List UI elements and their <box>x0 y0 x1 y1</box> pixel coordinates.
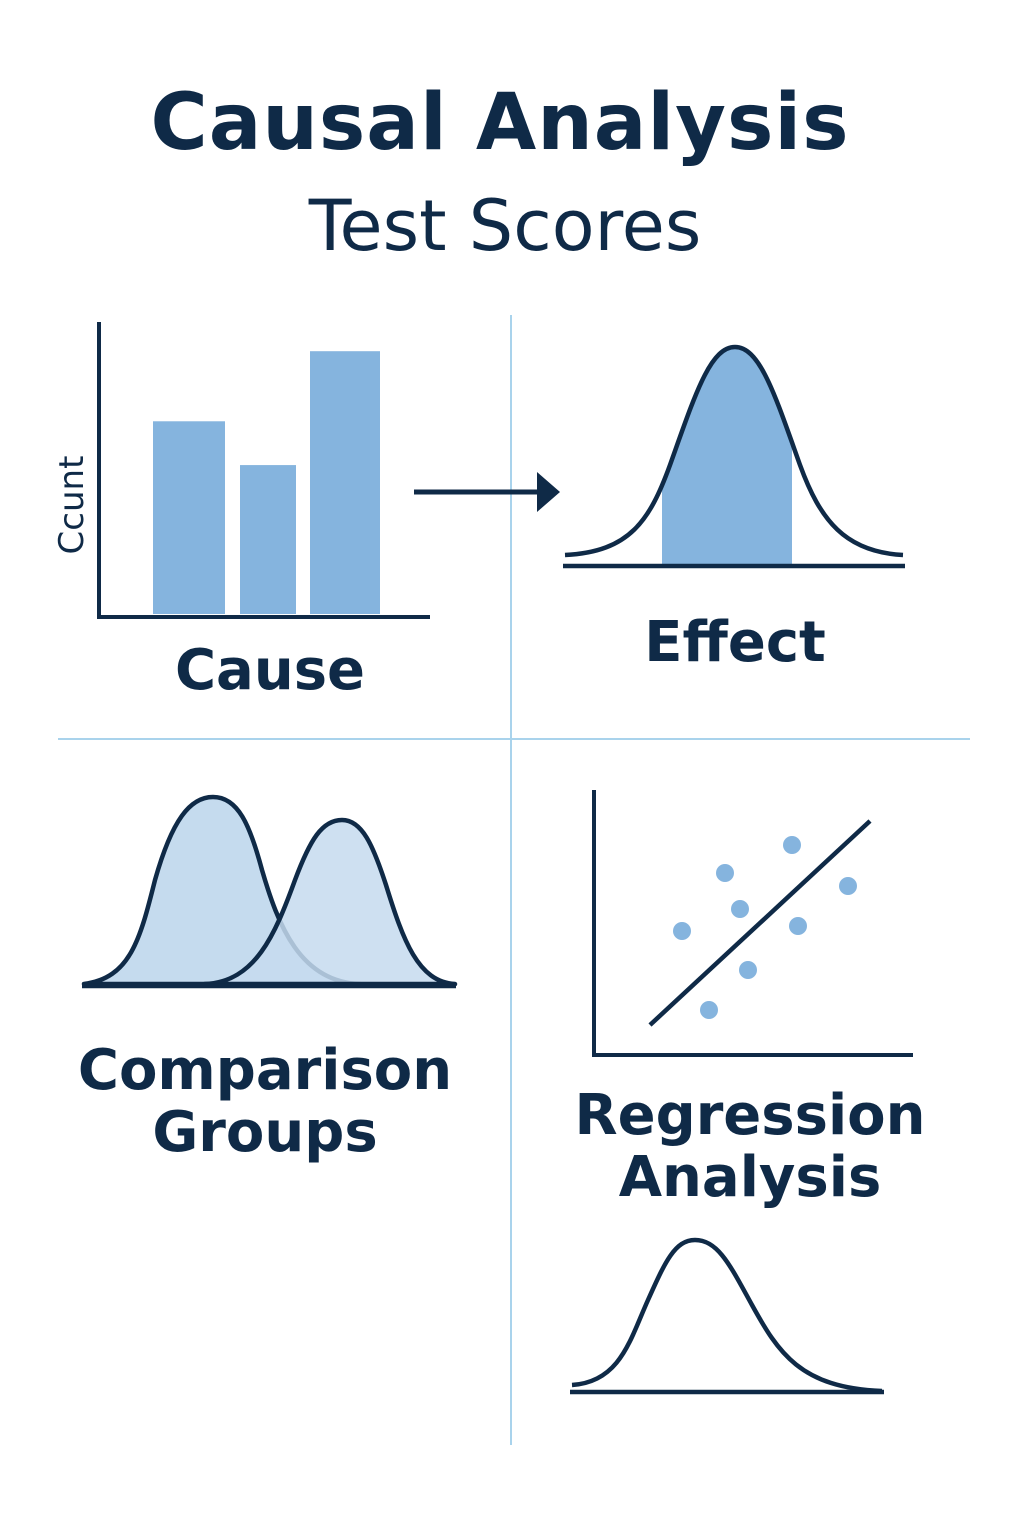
comparison-groups-curves <box>81 794 458 989</box>
comparison-groups-label: Comparison Groups <box>40 1040 490 1163</box>
regression-label-line1: Regression <box>574 1083 926 1148</box>
scatter-point <box>716 864 734 882</box>
comparison-label-line1: Comparison <box>77 1038 453 1103</box>
regression-label-line2: Analysis <box>618 1144 882 1210</box>
regression-scatter-plot <box>592 790 913 1057</box>
scatter-point <box>731 900 749 918</box>
bar-chart-y-axis-label: Ccunt <box>52 455 92 555</box>
scatter-point <box>839 877 857 895</box>
regression-analysis-label: Regression Analysis <box>540 1085 960 1208</box>
cause-bar-chart <box>97 322 430 619</box>
cause-label: Cause <box>174 638 366 703</box>
page-title: Causal Analysis <box>150 78 850 168</box>
page-subtitle: Test Scores <box>308 185 702 267</box>
group-b-curve <box>202 817 458 987</box>
scatter-point <box>739 961 757 979</box>
regression-bell-curve <box>570 1237 884 1395</box>
effect-bell-curve <box>563 344 905 569</box>
effect-curve <box>564 344 904 558</box>
bar-1 <box>153 421 225 614</box>
scatter-point <box>789 917 807 935</box>
comparison-label-line2: Groups <box>152 1099 378 1165</box>
bottom-bell-curve <box>571 1237 883 1394</box>
scatter-point <box>673 922 691 940</box>
bar-3 <box>310 351 380 614</box>
cause-to-effect-arrow <box>414 472 560 512</box>
regression-line <box>648 819 872 1027</box>
effect-shaded-region <box>662 347 792 566</box>
scatter-point <box>700 1001 718 1019</box>
bar-2 <box>240 465 296 614</box>
effect-label: Effect <box>644 610 826 675</box>
scatter-point <box>783 836 801 854</box>
